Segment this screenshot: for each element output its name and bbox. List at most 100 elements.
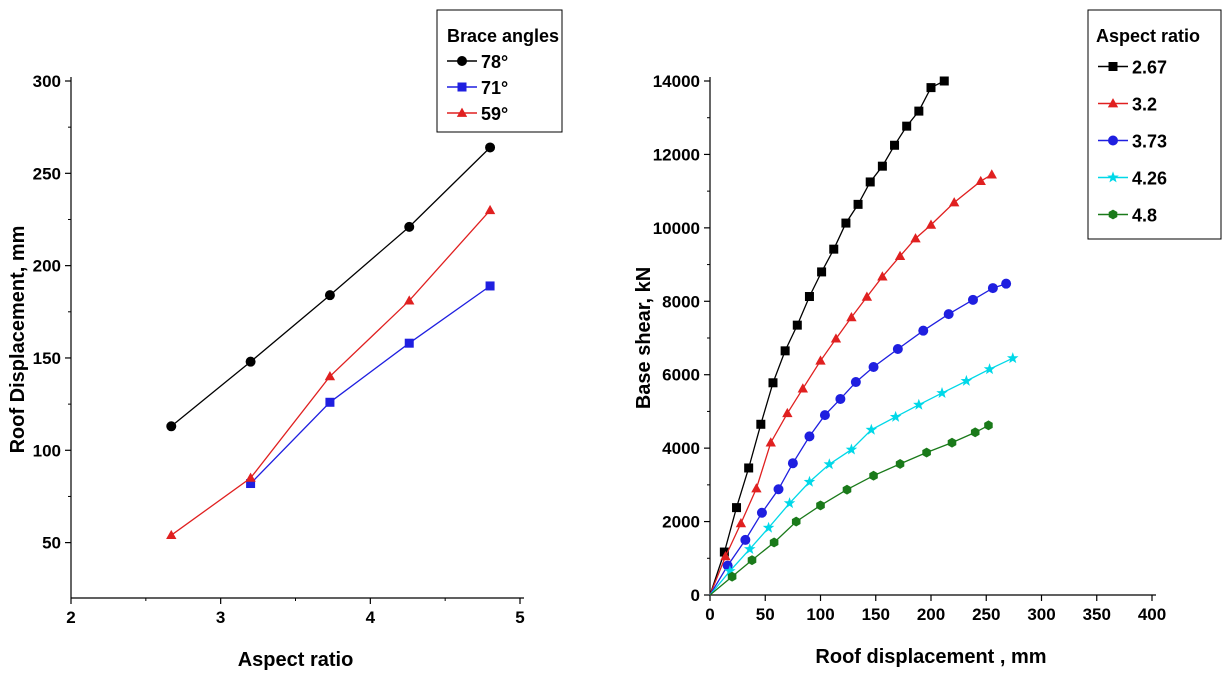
data-point-3-1 bbox=[724, 565, 736, 577]
y-tick-label: 150 bbox=[33, 349, 61, 368]
data-point-3-2 bbox=[744, 543, 756, 554]
data-point-1-5 bbox=[782, 407, 793, 418]
legend-marker bbox=[1108, 62, 1118, 71]
legend-label: 3.2 bbox=[1132, 95, 1157, 115]
data-point-0-13 bbox=[865, 177, 875, 187]
data-point-2-7 bbox=[819, 410, 830, 421]
data-point-4-12 bbox=[984, 420, 993, 431]
legend-marker bbox=[1108, 135, 1118, 146]
data-point-1-8 bbox=[830, 333, 842, 343]
data-point-0-2 bbox=[324, 290, 335, 301]
data-point-0-6 bbox=[780, 346, 790, 356]
data-point-0-3 bbox=[404, 221, 415, 232]
y-tick-label: 4000 bbox=[662, 439, 700, 458]
y-tick-label: 6000 bbox=[662, 366, 700, 385]
data-point-2-8 bbox=[835, 393, 846, 404]
x-tick-label: 0 bbox=[705, 605, 714, 624]
data-point-2-2 bbox=[740, 534, 751, 545]
data-point-0-0 bbox=[166, 421, 177, 432]
y-tick-label: 0 bbox=[691, 586, 700, 605]
data-point-0-3 bbox=[744, 463, 754, 473]
data-point-2-1 bbox=[245, 472, 256, 482]
x-tick-label: 400 bbox=[1138, 605, 1166, 624]
data-point-3-10 bbox=[913, 398, 925, 410]
data-point-1-0 bbox=[246, 479, 256, 489]
data-point-2-4 bbox=[773, 484, 784, 495]
data-point-1-6 bbox=[797, 383, 808, 393]
data-point-4-5 bbox=[816, 500, 825, 511]
x-tick-label: 200 bbox=[917, 605, 945, 624]
legend: Aspect ratio 2.67 3.2 3.73 4.26 4.8 bbox=[1087, 9, 1222, 240]
data-point-3-7 bbox=[845, 443, 858, 455]
series-line-0 bbox=[170, 147, 491, 427]
y-tick-label: 300 bbox=[33, 72, 61, 91]
data-point-2-13 bbox=[943, 309, 954, 320]
data-point-0-7 bbox=[792, 320, 802, 330]
data-point-4-10 bbox=[947, 437, 957, 448]
data-point-2-5 bbox=[787, 458, 798, 469]
data-point-4-4 bbox=[791, 516, 801, 527]
data-point-1-4 bbox=[765, 437, 776, 447]
y-tick-label: 100 bbox=[33, 441, 61, 460]
left-chart: 2 3 4 5 50 100 150 200 250 300 Aspect ratio Roof Di… bbox=[7, 9, 563, 671]
data-point-1-2 bbox=[735, 518, 747, 528]
series-line-2 bbox=[709, 283, 1007, 596]
x-tick-label: 4 bbox=[366, 608, 376, 627]
data-point-1-1 bbox=[720, 551, 731, 561]
legend-label: 4.26 bbox=[1132, 169, 1167, 189]
legend-label: 59° bbox=[481, 104, 508, 124]
data-point-1-15 bbox=[949, 197, 960, 207]
legend-marker bbox=[457, 56, 467, 66]
data-point-3-6 bbox=[823, 458, 836, 470]
data-point-4-6 bbox=[842, 484, 852, 495]
data-point-1-13 bbox=[910, 233, 921, 243]
x-tick-label: 50 bbox=[756, 605, 775, 624]
data-point-2-10 bbox=[868, 362, 879, 373]
data-point-1-1 bbox=[325, 397, 335, 407]
data-point-0-1 bbox=[245, 356, 256, 367]
y-tick-label: 50 bbox=[42, 534, 61, 553]
data-point-3-3 bbox=[762, 521, 775, 533]
data-point-4-7 bbox=[869, 470, 878, 481]
data-point-0-1 bbox=[719, 547, 729, 557]
data-point-2-14 bbox=[967, 294, 978, 305]
data-point-0-15 bbox=[890, 140, 900, 150]
y-tick-label: 200 bbox=[33, 257, 61, 276]
data-point-1-10 bbox=[861, 291, 873, 301]
y-tick-label: 12000 bbox=[653, 145, 700, 164]
data-point-4-11 bbox=[970, 427, 980, 438]
x-tick-label: 300 bbox=[1027, 605, 1055, 624]
legend-label: 2.67 bbox=[1132, 58, 1167, 78]
x-tick-label: 150 bbox=[862, 605, 890, 624]
data-point-3-9 bbox=[889, 410, 902, 422]
data-point-0-10 bbox=[829, 244, 839, 254]
y-tick-label: 14000 bbox=[653, 72, 700, 91]
data-point-1-3 bbox=[751, 483, 762, 493]
data-point-4-2 bbox=[747, 555, 757, 566]
data-point-2-11 bbox=[892, 344, 903, 355]
y-axis-label: Roof Displacement, mm bbox=[7, 226, 29, 454]
data-point-3-8 bbox=[865, 423, 878, 435]
x-tick-label: 3 bbox=[216, 608, 225, 627]
series-line-0 bbox=[709, 80, 945, 596]
data-point-0-19 bbox=[939, 76, 949, 86]
data-point-1-12 bbox=[894, 250, 906, 260]
legend-label: 3.73 bbox=[1132, 132, 1167, 152]
data-point-4-3 bbox=[769, 537, 779, 548]
y-tick-label: 8000 bbox=[662, 292, 700, 311]
data-point-2-9 bbox=[850, 377, 861, 388]
y-axis-label: Base shear, kN bbox=[633, 267, 655, 409]
data-point-2-3 bbox=[404, 295, 415, 305]
data-point-2-0 bbox=[166, 529, 177, 540]
series-line-1 bbox=[250, 285, 491, 484]
data-point-1-3 bbox=[485, 281, 495, 291]
data-point-4-8 bbox=[895, 459, 905, 469]
data-point-0-12 bbox=[853, 199, 863, 209]
legend-title: Aspect ratio bbox=[1096, 26, 1200, 46]
data-point-0-2 bbox=[732, 503, 742, 513]
data-point-1-7 bbox=[815, 355, 826, 365]
y-tick-label: 250 bbox=[33, 164, 61, 183]
x-tick-label: 350 bbox=[1083, 605, 1111, 624]
legend-title: Brace angles bbox=[447, 26, 559, 46]
data-point-2-6 bbox=[804, 431, 815, 442]
